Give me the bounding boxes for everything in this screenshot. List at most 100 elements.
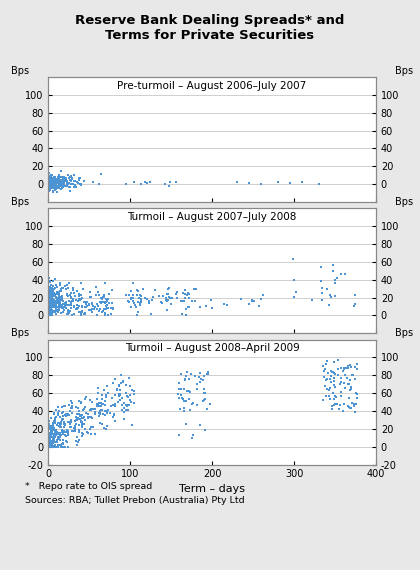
- Point: [57, 176, 64, 185]
- Point: [59, 303, 66, 312]
- Point: [96, 290, 103, 299]
- Point: [49, 298, 55, 307]
- Point: [68, 417, 74, 426]
- Point: [129, 421, 135, 430]
- Point: [68, 397, 74, 406]
- Point: [123, 401, 130, 410]
- Point: [58, 166, 64, 176]
- Point: [48, 292, 55, 301]
- Point: [55, 181, 62, 190]
- Point: [49, 299, 56, 308]
- Point: [352, 374, 358, 384]
- Point: [58, 178, 64, 187]
- Point: [51, 442, 58, 451]
- Point: [78, 398, 84, 408]
- Point: [62, 174, 68, 184]
- Point: [186, 293, 192, 302]
- Point: [327, 366, 334, 375]
- Point: [201, 395, 207, 404]
- Point: [57, 178, 64, 188]
- Point: [76, 292, 82, 301]
- Point: [102, 305, 109, 314]
- Point: [52, 177, 59, 186]
- Point: [338, 392, 344, 401]
- Point: [118, 393, 125, 402]
- Point: [51, 182, 58, 192]
- Point: [50, 421, 56, 430]
- Point: [319, 396, 326, 405]
- Point: [60, 420, 67, 429]
- Point: [345, 363, 352, 372]
- Point: [58, 418, 65, 427]
- Point: [336, 404, 343, 413]
- Point: [51, 182, 58, 191]
- Point: [189, 433, 195, 442]
- Point: [89, 397, 95, 406]
- Point: [67, 306, 74, 315]
- Point: [46, 303, 52, 312]
- Point: [52, 178, 59, 188]
- Point: [66, 187, 73, 196]
- Point: [323, 385, 330, 394]
- Point: [127, 294, 134, 303]
- Point: [45, 442, 52, 451]
- Point: [66, 411, 73, 420]
- Point: [48, 442, 55, 451]
- Point: [341, 400, 347, 409]
- Point: [192, 284, 199, 294]
- Point: [48, 441, 55, 450]
- Point: [97, 406, 103, 416]
- Point: [181, 297, 188, 306]
- Point: [46, 291, 53, 300]
- Point: [49, 170, 55, 180]
- Point: [172, 290, 179, 299]
- Point: [48, 300, 55, 310]
- Point: [329, 404, 336, 413]
- Point: [55, 429, 62, 438]
- Point: [70, 297, 77, 306]
- Point: [58, 177, 65, 186]
- Point: [46, 282, 53, 291]
- Point: [58, 442, 65, 451]
- Point: [136, 300, 143, 310]
- Point: [47, 294, 54, 303]
- Point: [71, 301, 77, 310]
- Point: [184, 367, 191, 376]
- Point: [60, 177, 66, 186]
- Point: [221, 299, 228, 308]
- Point: [63, 303, 70, 312]
- Point: [66, 297, 72, 306]
- Point: [112, 374, 118, 384]
- Point: [183, 311, 189, 320]
- Point: [103, 304, 110, 313]
- Point: [51, 179, 58, 188]
- Point: [322, 381, 328, 390]
- Point: [48, 174, 55, 184]
- Point: [52, 309, 59, 318]
- Point: [72, 417, 79, 426]
- Point: [49, 295, 55, 304]
- Point: [99, 307, 106, 316]
- Point: [51, 177, 58, 186]
- Point: [47, 181, 53, 190]
- Point: [47, 176, 54, 185]
- Point: [47, 182, 54, 191]
- Point: [45, 186, 52, 196]
- Point: [181, 290, 188, 299]
- Point: [321, 365, 328, 374]
- Point: [184, 290, 190, 299]
- Point: [58, 302, 64, 311]
- Point: [50, 183, 56, 192]
- Point: [105, 388, 111, 397]
- Point: [127, 381, 134, 390]
- Point: [56, 303, 63, 312]
- Point: [64, 418, 71, 427]
- Point: [60, 303, 67, 312]
- Point: [45, 177, 52, 186]
- Point: [332, 275, 339, 284]
- Point: [48, 427, 55, 436]
- Point: [47, 179, 54, 188]
- Point: [58, 294, 64, 303]
- Point: [98, 405, 105, 414]
- Point: [67, 172, 74, 181]
